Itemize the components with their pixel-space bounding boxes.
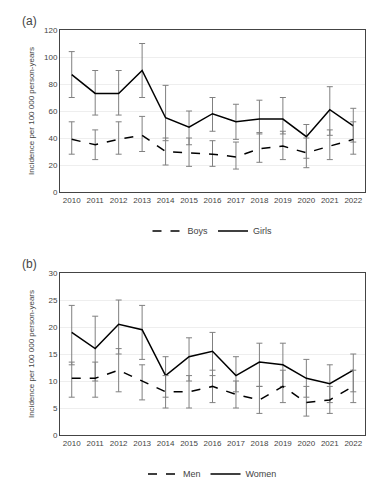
svg-text:2010: 2010 [63, 196, 81, 205]
svg-text:2022: 2022 [344, 196, 362, 205]
svg-text:2019: 2019 [274, 439, 292, 448]
svg-text:Girls: Girls [253, 226, 272, 236]
svg-text:2016: 2016 [204, 439, 222, 448]
svg-text:2010: 2010 [63, 439, 81, 448]
svg-text:2020: 2020 [297, 439, 315, 448]
svg-text:20: 20 [48, 323, 57, 332]
svg-text:2017: 2017 [227, 196, 245, 205]
svg-text:2015: 2015 [180, 439, 198, 448]
svg-text:2018: 2018 [251, 439, 269, 448]
svg-text:80: 80 [48, 80, 57, 89]
svg-text:Incidence per 100 000 person-y: Incidence per 100 000 person-years [27, 290, 36, 418]
svg-text:Boys: Boys [188, 226, 209, 236]
svg-text:Incidence per 100 000 person-y: Incidence per 100 000 person-years [27, 47, 36, 175]
svg-text:0: 0 [53, 431, 58, 440]
svg-text:2019: 2019 [274, 196, 292, 205]
svg-text:2022: 2022 [344, 439, 362, 448]
svg-text:60: 60 [48, 107, 57, 116]
svg-text:2017: 2017 [227, 439, 245, 448]
svg-text:30: 30 [48, 269, 57, 278]
svg-text:2014: 2014 [157, 439, 175, 448]
svg-text:2016: 2016 [204, 196, 222, 205]
svg-text:120: 120 [44, 26, 58, 35]
svg-text:2013: 2013 [133, 439, 151, 448]
svg-text:2011: 2011 [87, 196, 105, 205]
svg-text:15: 15 [48, 350, 57, 359]
svg-text:(a): (a) [22, 14, 37, 28]
svg-text:Women: Women [246, 469, 277, 479]
svg-text:0: 0 [53, 188, 58, 197]
svg-text:100: 100 [44, 53, 58, 62]
svg-text:2021: 2021 [321, 439, 339, 448]
svg-text:25: 25 [48, 296, 57, 305]
svg-text:2011: 2011 [87, 439, 105, 448]
svg-text:2012: 2012 [110, 196, 128, 205]
svg-text:10: 10 [48, 377, 57, 386]
svg-text:(b): (b) [22, 257, 37, 271]
svg-text:2021: 2021 [321, 196, 339, 205]
svg-text:2020: 2020 [297, 196, 315, 205]
svg-text:Men: Men [183, 469, 201, 479]
svg-text:20: 20 [48, 161, 57, 170]
svg-text:2015: 2015 [180, 196, 198, 205]
svg-text:2013: 2013 [133, 196, 151, 205]
svg-text:2018: 2018 [251, 196, 269, 205]
svg-text:40: 40 [48, 134, 57, 143]
svg-text:2012: 2012 [110, 439, 128, 448]
svg-text:5: 5 [53, 404, 58, 413]
svg-text:2014: 2014 [157, 196, 175, 205]
